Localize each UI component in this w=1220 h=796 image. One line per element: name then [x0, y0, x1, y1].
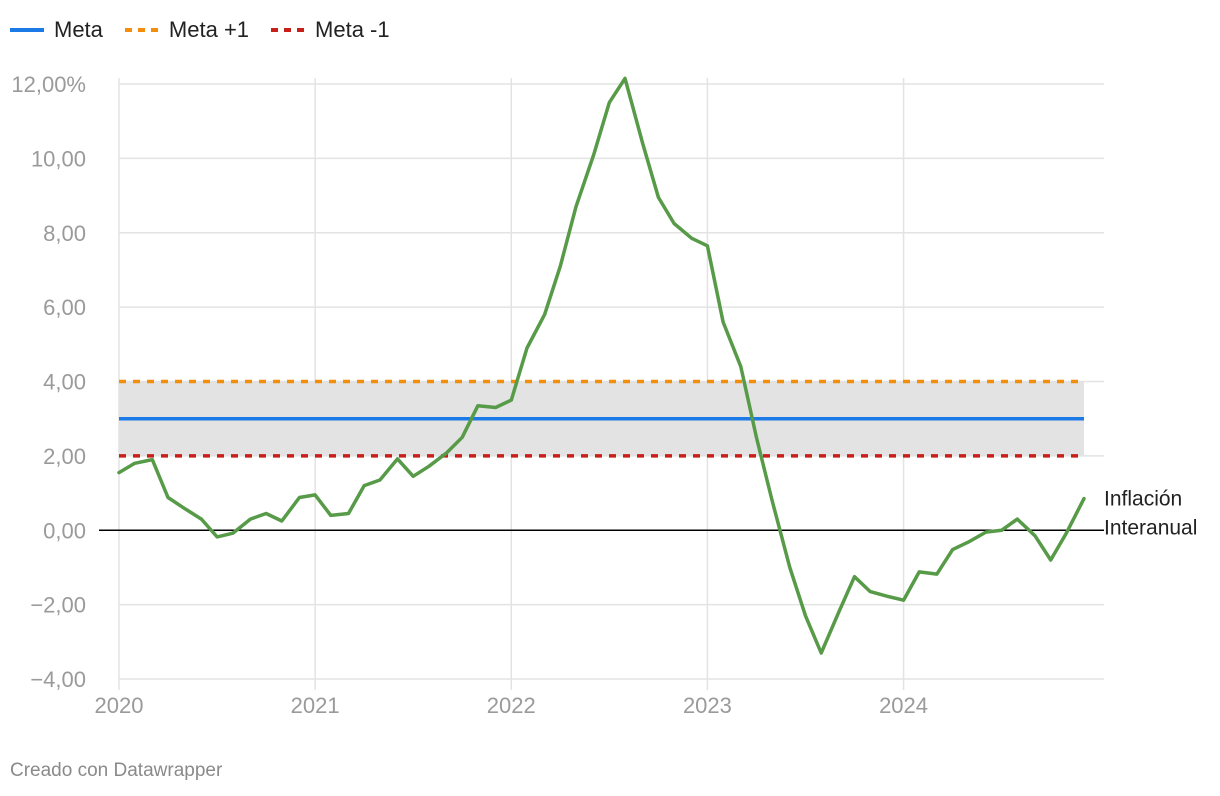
- y-tick-label: 10,00: [31, 146, 86, 171]
- legend-item: Meta: [10, 16, 103, 44]
- x-tick-label: 2020: [95, 693, 144, 718]
- legend-label: Meta -1: [315, 17, 390, 42]
- x-tick-label: 2024: [879, 693, 928, 718]
- legend-swatch: [124, 28, 159, 32]
- series-label: Interanual: [1104, 517, 1197, 540]
- y-tick-label: 0,00: [43, 518, 86, 543]
- x-tick-label: 2023: [683, 693, 732, 718]
- y-tick-label: 4,00: [43, 370, 86, 395]
- legend-swatch: [10, 28, 44, 32]
- x-tick-label: 2021: [291, 693, 340, 718]
- series-label: Inflación: [1104, 488, 1182, 511]
- y-tick-label: 8,00: [43, 221, 86, 246]
- legend: Meta Meta +1 Meta -1: [10, 16, 412, 44]
- legend-item: Meta +1: [124, 16, 250, 44]
- legend-item: Meta -1: [271, 16, 390, 44]
- y-tick-label: −2,00: [30, 593, 86, 618]
- legend-swatch: [271, 28, 306, 32]
- y-tick-label: 12,00%: [11, 72, 86, 97]
- y-tick-label: −4,00: [30, 667, 86, 692]
- credit-footer: Creado con Datawrapper: [10, 760, 223, 781]
- series-line-inflacion-interanual: [117, 76, 1086, 655]
- y-tick-label: 6,00: [43, 295, 86, 320]
- legend-label: Meta +1: [168, 17, 250, 42]
- legend-label: Meta: [54, 17, 103, 42]
- y-tick-label: 2,00: [43, 444, 86, 469]
- x-tick-label: 2022: [487, 693, 536, 718]
